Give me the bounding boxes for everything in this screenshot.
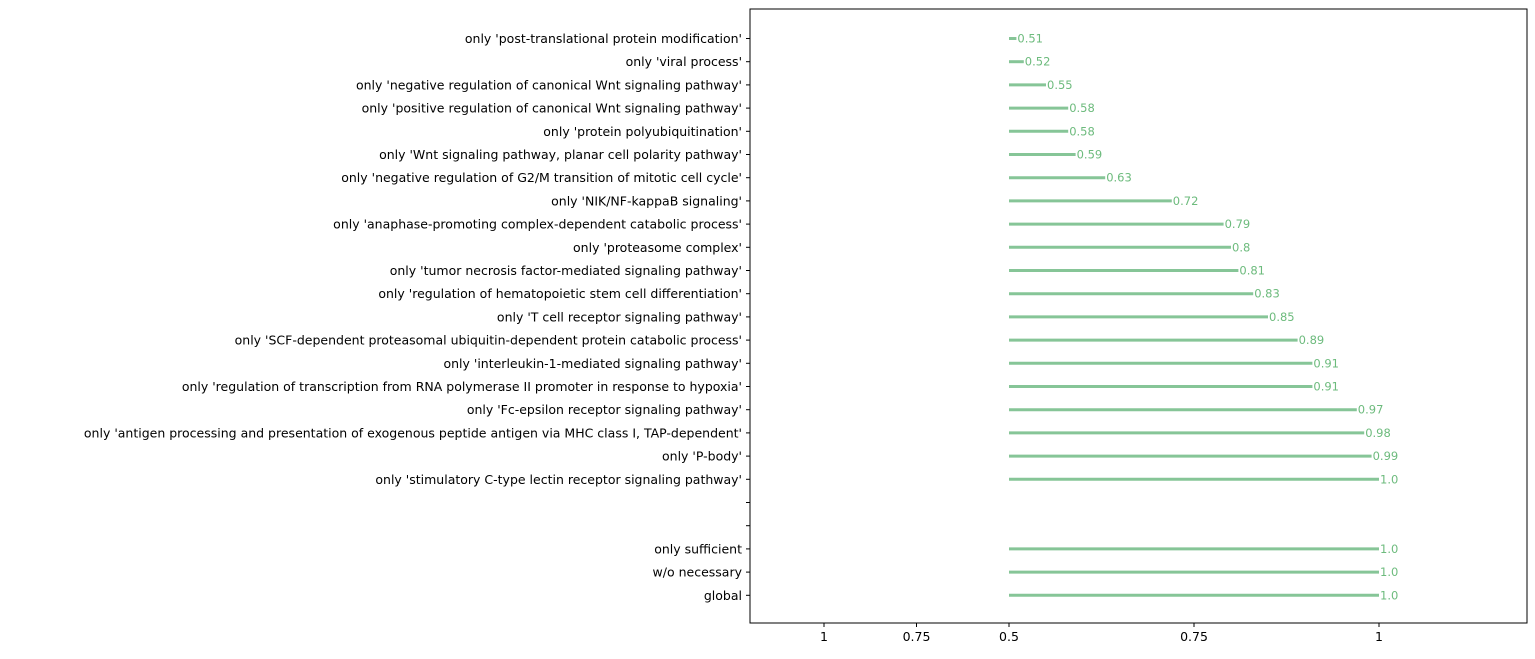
y-tick-label: only 'tumor necrosis factor-mediated sig… bbox=[390, 263, 742, 278]
value-label: 1.0 bbox=[1380, 588, 1398, 602]
value-label: 0.97 bbox=[1358, 403, 1384, 417]
x-tick-label: 0.5 bbox=[999, 629, 1019, 644]
x-tick-label: 1 bbox=[1375, 629, 1383, 644]
value-label: 0.52 bbox=[1025, 55, 1051, 69]
value-label: 0.51 bbox=[1017, 32, 1043, 46]
value-label: 0.59 bbox=[1077, 148, 1103, 162]
y-tick-label: only 'regulation of hematopoietic stem c… bbox=[378, 286, 742, 301]
value-label: 0.79 bbox=[1225, 217, 1251, 231]
value-label: 1.0 bbox=[1380, 565, 1398, 579]
y-tick-label: only 'T cell receptor signaling pathway' bbox=[497, 309, 742, 324]
y-tick-label: global bbox=[704, 588, 742, 603]
y-tick-label: only 'positive regulation of canonical W… bbox=[362, 101, 742, 116]
y-tick-label: only 'stimulatory C-type lectin receptor… bbox=[375, 472, 742, 487]
y-tick-label: only 'negative regulation of G2/M transi… bbox=[341, 170, 742, 185]
value-label: 1.0 bbox=[1380, 542, 1398, 556]
y-tick-label: only 'regulation of transcription from R… bbox=[182, 379, 742, 394]
value-label: 0.81 bbox=[1239, 264, 1265, 278]
y-tick-label: only 'antigen processing and presentatio… bbox=[84, 425, 742, 440]
value-label: 0.83 bbox=[1254, 287, 1280, 301]
value-label: 0.72 bbox=[1173, 194, 1199, 208]
y-axis-ticks: only 'post-translational protein modific… bbox=[84, 31, 750, 603]
value-label: 0.91 bbox=[1313, 380, 1339, 394]
y-tick-label: only 'viral process' bbox=[626, 54, 742, 69]
value-label: 0.63 bbox=[1106, 171, 1132, 185]
y-tick-label: only 'P-body' bbox=[662, 449, 742, 464]
value-label: 0.8 bbox=[1232, 240, 1250, 254]
y-tick-label: only 'post-translational protein modific… bbox=[465, 31, 742, 46]
y-tick-label: only 'negative regulation of canonical W… bbox=[356, 77, 742, 92]
x-axis-ticks: 1 0.75 0.5 0.75 1 bbox=[820, 623, 1383, 644]
x-tick-label: 0.75 bbox=[903, 629, 931, 644]
y-tick-label: only 'anaphase-promoting complex-depende… bbox=[333, 217, 742, 232]
y-tick-label: only 'interleukin-1-mediated signaling p… bbox=[443, 356, 742, 371]
plot-frame bbox=[749, 8, 1528, 624]
y-tick-label: only 'SCF-dependent proteasomal ubiquiti… bbox=[235, 333, 742, 348]
value-label: 0.99 bbox=[1373, 449, 1399, 463]
value-label: 0.85 bbox=[1269, 310, 1295, 324]
value-label: 0.89 bbox=[1299, 333, 1325, 347]
value-label: 0.58 bbox=[1069, 101, 1095, 115]
value-label: 1.0 bbox=[1380, 472, 1398, 486]
value-label: 0.58 bbox=[1069, 124, 1095, 138]
x-tick-label: 0.75 bbox=[1180, 629, 1208, 644]
y-tick-label: only 'NIK/NF-kappaB signaling' bbox=[551, 193, 742, 208]
y-tick-label: only 'protein polyubiquitination' bbox=[543, 124, 742, 139]
y-tick-label: only sufficient bbox=[654, 541, 742, 556]
value-label: 0.98 bbox=[1365, 426, 1391, 440]
x-tick-label: 1 bbox=[820, 629, 828, 644]
y-tick-label: only 'proteasome complex' bbox=[573, 240, 742, 255]
y-tick-label: only 'Wnt signaling pathway, planar cell… bbox=[379, 147, 742, 162]
y-tick-label: w/o necessary bbox=[653, 565, 743, 580]
value-label: 0.91 bbox=[1313, 356, 1339, 370]
y-tick-label: only 'Fc-epsilon receptor signaling path… bbox=[467, 402, 742, 417]
bars-layer: 0.51 0.52 0.55 0.58 0.58 0.590.63 0.72 0.79 0.8 0… bbox=[1009, 32, 1399, 602]
value-label: 0.55 bbox=[1047, 78, 1073, 92]
